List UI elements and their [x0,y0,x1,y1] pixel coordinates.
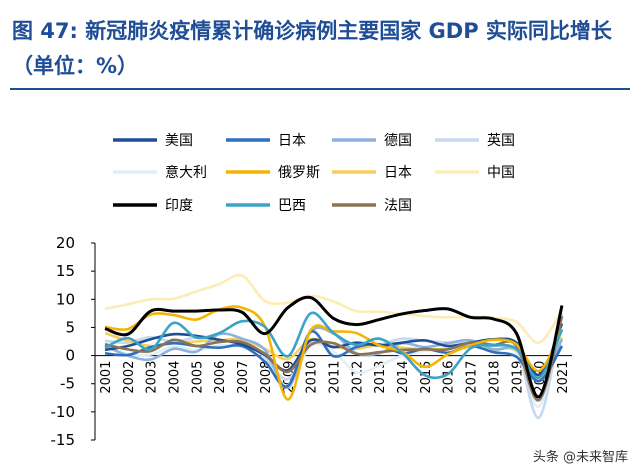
x-tick-label: 2010 [305,361,320,394]
x-tick-label: 2018 [487,361,502,394]
legend-label: 中国 [487,165,515,181]
legend-label: 印度 [165,198,193,214]
legend-label: 日本 [278,133,306,149]
series-lines [104,273,564,419]
x-tick-label: 2011 [328,361,343,394]
x-tick-label: 2005 [190,361,205,394]
legend-label: 德国 [384,133,412,149]
legend-label: 法国 [384,198,412,214]
legend-label: 巴西 [278,198,306,214]
watermark: 头条 @未来智库 [532,450,628,465]
x-tick-label: 2001 [99,361,114,394]
y-tick-label: 0 [65,347,75,365]
chart-title: 图 47: 新冠肺炎疫情累计确诊病例主要国家 GDP 实际同比增长（单位：%） [12,19,612,78]
y-tick-label: -10 [51,403,76,421]
legend-label: 意大利 [165,164,207,181]
x-tick-label: 2002 [122,361,137,394]
y-tick-label: 10 [56,290,75,308]
legend-label: 俄罗斯 [278,165,320,181]
series-line-1 [104,330,564,388]
x-tick-label: 2004 [168,361,183,394]
y-tick-label: -15 [51,431,76,449]
legend-label: 美国 [165,133,193,149]
x-tick-label: 2017 [465,361,480,394]
legend-label: 英国 [487,132,515,149]
y-tick-label: 5 [65,318,75,336]
series-line-8 [104,295,564,399]
y-tick-label: -5 [60,375,75,393]
series-line-9 [104,311,564,380]
x-tick-label: 2014 [396,361,411,394]
x-tick-label: 2007 [236,361,251,394]
y-tick-label: 20 [56,234,75,252]
legend-label: 日本 [384,165,412,181]
x-tick-label: 2003 [145,361,160,394]
x-tick-label: 2012 [350,361,365,394]
y-tick-label: 15 [56,262,75,280]
title-divider [10,88,630,90]
x-tick-label: 2013 [373,361,388,394]
x-tick-label: 2006 [213,361,228,394]
x-tick-label: 2021 [556,361,571,394]
